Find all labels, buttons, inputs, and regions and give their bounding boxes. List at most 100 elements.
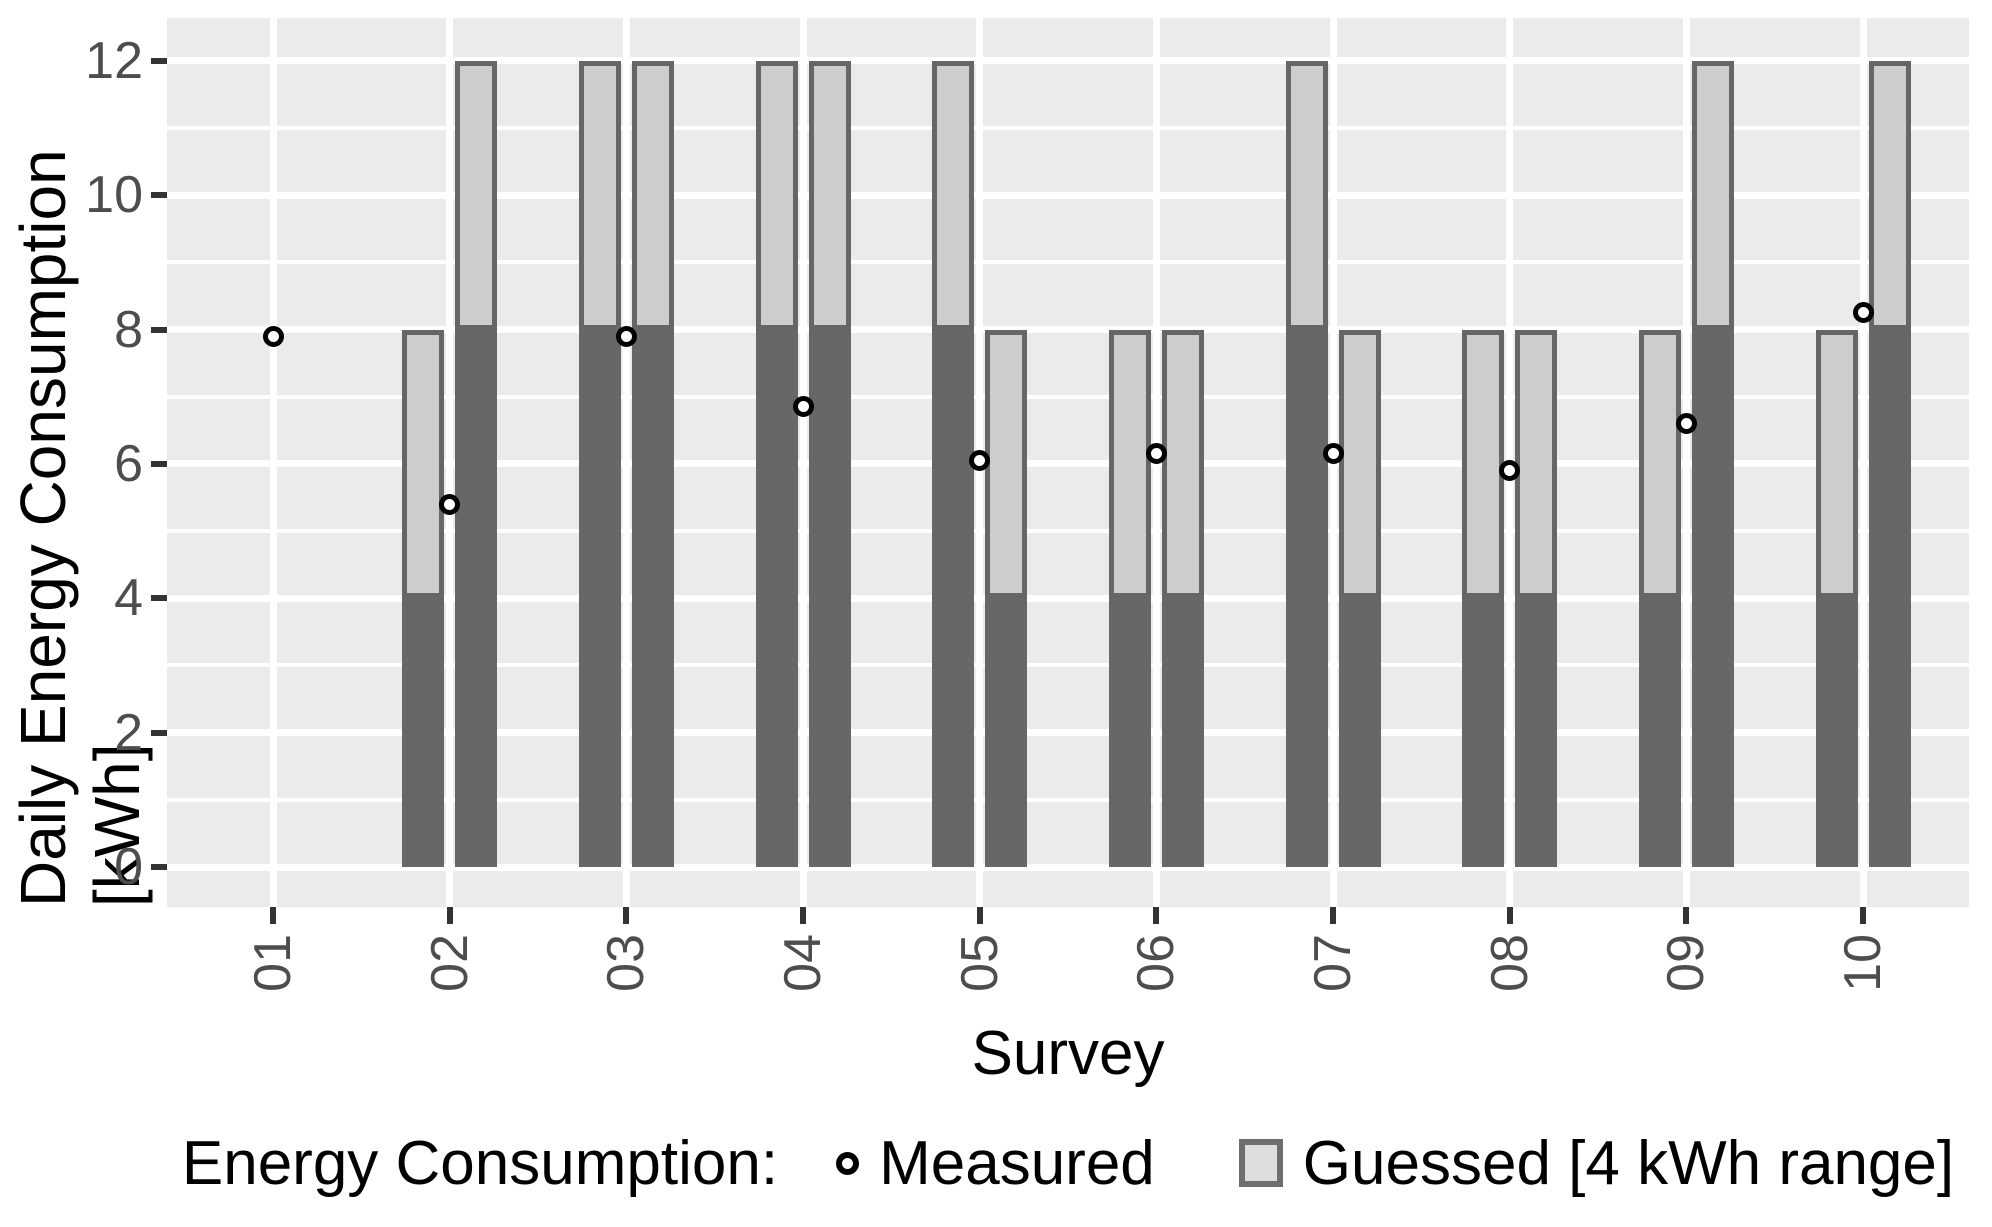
- gridline-minor: [167, 260, 1969, 265]
- gridline-vertical-major: [622, 18, 630, 907]
- measured-point: [792, 396, 814, 418]
- plot-panel: [167, 18, 1969, 907]
- guessed-range-bar: [1338, 329, 1381, 599]
- x-tick-label-text: 10: [1834, 934, 1892, 992]
- y-tick-label: 6: [114, 434, 143, 493]
- x-tick-label: 03: [596, 934, 656, 997]
- x-tick-mark: [1153, 907, 1160, 924]
- guess-base-bar: [1338, 598, 1381, 867]
- legend-guessed-label: Guessed [4 kWh range]: [1302, 1128, 1955, 1198]
- gridline-major: [167, 326, 1969, 334]
- guess-base-bar: [1868, 329, 1911, 867]
- x-tick-label: 01: [243, 934, 303, 997]
- guess-base-bar: [1515, 598, 1558, 867]
- x-tick-label-text: 09: [1657, 934, 1716, 992]
- x-tick-label: 07: [1303, 934, 1363, 997]
- y-tick-label: 8: [114, 300, 143, 359]
- y-tick-mark: [151, 192, 167, 199]
- legend-item-measured: Measured: [836, 1128, 1155, 1199]
- measured-point: [1675, 413, 1697, 435]
- x-tick-mark: [976, 907, 983, 924]
- gridline-minor: [167, 797, 1969, 802]
- guess-base-bar: [1638, 598, 1681, 867]
- gridline-minor: [167, 126, 1969, 131]
- guess-base-bar: [1108, 598, 1151, 867]
- legend-item-guessed: Guessed [4 kWh range]: [1238, 1128, 1955, 1199]
- gridline-minor: [167, 663, 1969, 668]
- legend: Energy Consumption: Measured Guessed [4 …: [167, 1118, 1969, 1208]
- guessed-range-bar: [578, 60, 621, 330]
- gridline-major: [167, 594, 1969, 602]
- y-tick-mark: [151, 57, 167, 64]
- guess-base-bar: [932, 329, 975, 867]
- measured-point: [439, 493, 461, 515]
- guess-base-bar: [1815, 598, 1858, 867]
- x-tick-label: 08: [1480, 934, 1540, 997]
- guessed-range-bar: [755, 60, 798, 330]
- guessed-range-bar: [1462, 329, 1505, 599]
- y-tick-label: 10: [85, 166, 143, 225]
- measured-point: [969, 450, 991, 472]
- x-tick-mark: [1330, 907, 1336, 924]
- x-tick-label-text: 02: [420, 934, 479, 992]
- gridline-major: [167, 863, 1969, 871]
- guess-base-bar: [985, 598, 1028, 867]
- x-tick-mark: [623, 907, 630, 924]
- gridline-minor: [167, 529, 1969, 534]
- guess-base-bar: [1285, 329, 1328, 867]
- x-tick-label-text: 06: [1127, 934, 1186, 992]
- measured-point: [1499, 460, 1521, 482]
- guessed-range-bar: [1108, 329, 1151, 599]
- guessed-range-bar: [932, 60, 975, 330]
- x-tick-label-text: 08: [1480, 934, 1539, 992]
- guess-base-bar: [578, 329, 621, 867]
- x-tick-label-text: 01: [244, 934, 302, 992]
- gridline-vertical-major: [1682, 18, 1690, 907]
- gridline-major: [167, 729, 1969, 737]
- gridline-vertical-major: [269, 18, 277, 907]
- guessed-range-bar: [808, 60, 851, 330]
- x-tick-mark: [800, 907, 806, 924]
- gridline-major: [167, 460, 1969, 468]
- x-tick-label: 06: [1126, 934, 1186, 997]
- guessed-range-bar: [1515, 329, 1558, 599]
- guess-base-bar: [755, 329, 798, 867]
- gridline-minor: [167, 394, 1969, 399]
- gridline-vertical-major: [446, 18, 454, 907]
- x-tick-mark: [1506, 907, 1513, 924]
- y-tick-label: 4: [114, 569, 143, 628]
- y-tick-mark: [151, 729, 167, 736]
- guess-base-bar: [631, 329, 674, 867]
- guessed-range-bar: [1691, 60, 1734, 330]
- x-axis-title: Survey: [971, 1019, 1165, 1088]
- measured-point-key-icon: [836, 1151, 860, 1175]
- legend-title: Energy Consumption:: [181, 1128, 779, 1198]
- x-tick-label-text: 04: [774, 934, 832, 992]
- y-tick-mark: [151, 595, 167, 602]
- guessed-range-bar: [1285, 60, 1328, 330]
- y-tick-mark: [151, 460, 167, 467]
- gridline-vertical-major: [799, 18, 807, 907]
- y-tick-mark: [151, 326, 167, 333]
- gridline-major: [167, 191, 1969, 199]
- guessed-bar-key-icon: [1238, 1139, 1283, 1187]
- measured-point: [615, 325, 637, 347]
- measured-point: [1145, 443, 1167, 465]
- guessed-range-bar: [1638, 329, 1681, 599]
- y-tick-mark: [151, 864, 167, 870]
- y-tick-label: 12: [85, 31, 143, 90]
- guess-base-bar: [1462, 598, 1505, 867]
- measured-point: [1852, 302, 1874, 324]
- y-tick-label: 0: [114, 838, 143, 896]
- x-tick-label: 02: [420, 934, 480, 997]
- guessed-range-bar: [455, 60, 498, 330]
- guessed-range-bar: [985, 329, 1028, 599]
- guess-base-bar: [402, 598, 445, 867]
- guessed-range-bar: [402, 329, 445, 599]
- legend-measured-label: Measured: [879, 1128, 1155, 1198]
- guessed-range-bar: [1815, 329, 1858, 599]
- guess-base-bar: [455, 329, 498, 867]
- x-tick-label: 04: [773, 934, 833, 997]
- measured-point: [1322, 443, 1344, 465]
- gridline-vertical-major: [1859, 18, 1867, 907]
